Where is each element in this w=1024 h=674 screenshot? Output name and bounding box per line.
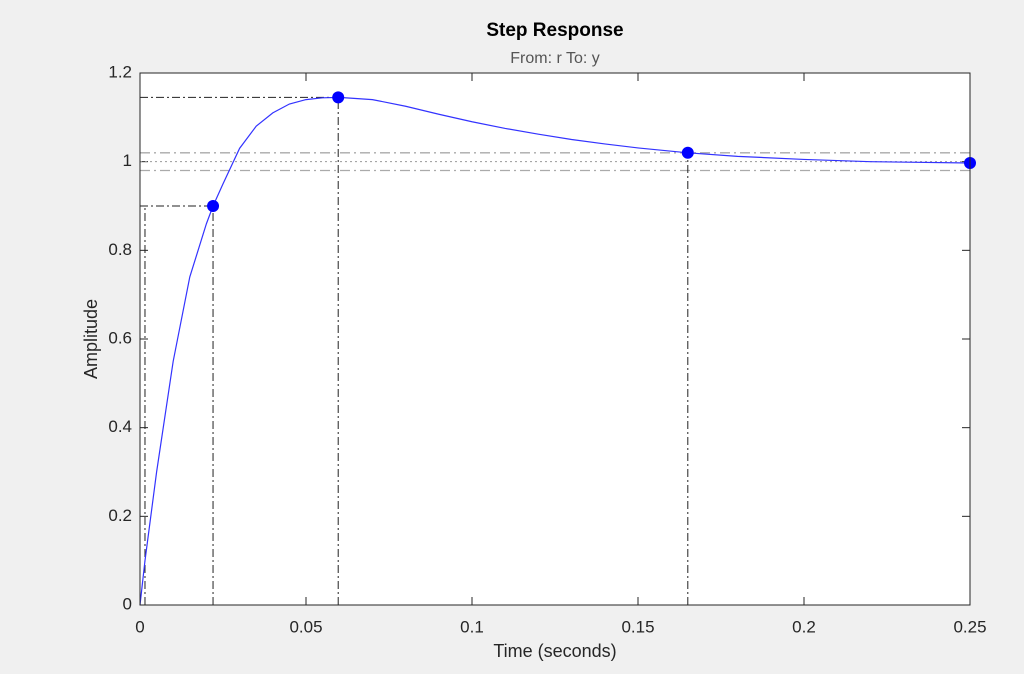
x-tick-label: 0.15 (621, 617, 654, 636)
characteristic-point (207, 200, 220, 212)
y-tick-label: 0.8 (108, 240, 132, 259)
y-tick-label: 1 (123, 151, 132, 170)
y-tick-label: 0.2 (108, 506, 132, 525)
chart-subtitle: From: r To: y (510, 50, 600, 67)
chart-title: Step Response (486, 20, 623, 41)
characteristic-point (332, 91, 345, 104)
x-tick-label: 0.1 (460, 617, 484, 636)
x-tick-label: 0.2 (792, 617, 816, 636)
y-tick-label: 0.6 (108, 328, 132, 347)
y-tick-label: 0.4 (108, 417, 132, 436)
y-axis-label: Amplitude (81, 299, 101, 379)
x-axis-label: Time (seconds) (493, 641, 616, 661)
axes-frame (139, 72, 971, 606)
y-tick-label: 0 (123, 594, 132, 613)
characteristic-point (681, 146, 694, 159)
x-tick-label: 0.05 (289, 617, 322, 636)
x-tick-label: 0.25 (953, 617, 986, 636)
y-tick-label: 1.2 (108, 62, 132, 81)
x-tick-label: 0 (135, 617, 144, 636)
